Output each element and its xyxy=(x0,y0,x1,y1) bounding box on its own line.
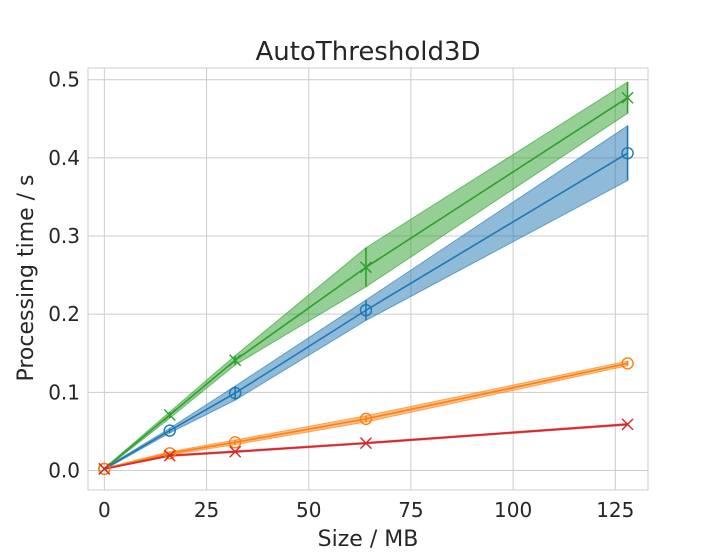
series-0-point xyxy=(621,91,634,104)
y-axis-label: Processing time / s xyxy=(14,174,39,381)
series-2-point xyxy=(359,412,373,426)
series-3-point xyxy=(229,445,242,458)
series-2-point xyxy=(98,462,111,476)
x-tick-label: 25 xyxy=(194,498,219,522)
y-tick-label: 0.4 xyxy=(48,146,80,170)
x-tick-label: 75 xyxy=(398,498,423,522)
markers xyxy=(98,91,634,476)
y-tick-label: 0.1 xyxy=(48,380,80,404)
tick-labels: 0 25 50 75 100 125 0.0 0.1 0.2 0.3 0.4 0.5 xyxy=(48,68,634,522)
series-0-point xyxy=(163,408,176,421)
y-tick-label: 0.3 xyxy=(48,224,80,248)
x-tick-label: 0 xyxy=(98,498,111,522)
x-tick-label: 125 xyxy=(596,498,634,522)
series-2-band xyxy=(103,360,629,471)
series-2-point xyxy=(621,357,634,370)
y-tick-label: 0.5 xyxy=(48,68,80,92)
series-0-point xyxy=(229,354,242,367)
series-1-point xyxy=(359,304,373,317)
series-1-point xyxy=(228,386,242,400)
series-1-point xyxy=(621,146,634,160)
series-1-point xyxy=(163,424,176,437)
series-0-point xyxy=(359,261,372,274)
y-tick-label: 0.0 xyxy=(48,458,80,482)
series-3-point xyxy=(98,462,111,475)
series-3-point xyxy=(163,449,176,462)
chart-title: AutoThreshold3D xyxy=(255,37,480,67)
plot-frame xyxy=(87,67,649,491)
series-2-point xyxy=(163,447,176,460)
series-3-point xyxy=(621,418,634,431)
series-2-point xyxy=(228,436,242,449)
x-tick-label: 50 xyxy=(296,498,321,522)
y-tick-label: 0.2 xyxy=(48,302,80,326)
series-3-point xyxy=(359,437,372,450)
x-axis-label: Size / MB xyxy=(318,527,419,552)
x-tick-label: 100 xyxy=(494,498,532,522)
